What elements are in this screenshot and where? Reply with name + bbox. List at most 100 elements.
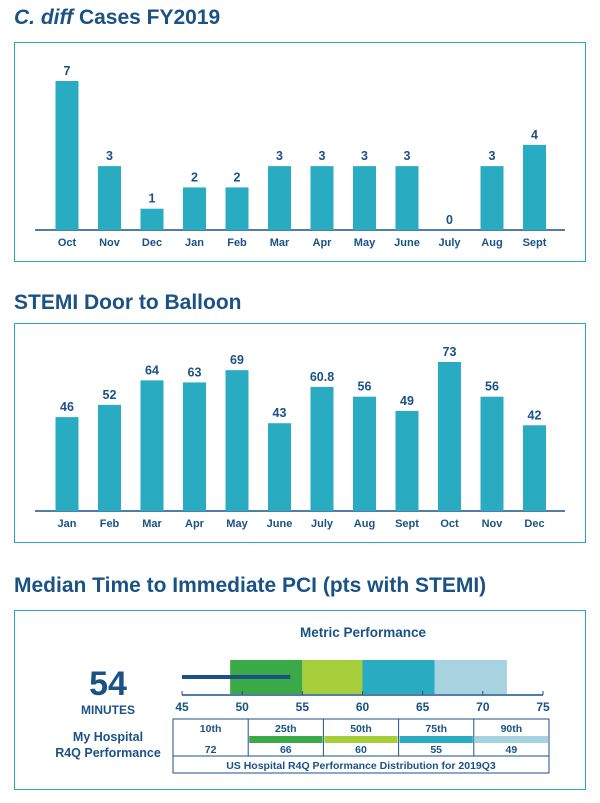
cdiff-title-rest: Cases FY2019 (73, 6, 221, 29)
cdiff-bar (140, 208, 164, 230)
cdiff-category-label: Dec (142, 237, 162, 249)
stemi-title: STEMI Door to Balloon (14, 291, 242, 314)
performance-band (362, 660, 435, 694)
pci-big-value: 54 (89, 665, 127, 703)
cdiff-category-label: Apr (313, 237, 333, 249)
performance-band (302, 660, 363, 694)
percentile-color-swatch (324, 736, 398, 743)
percentile-header: 75th (425, 723, 447, 735)
stemi-bar (55, 417, 79, 511)
stemi-category-label: Dec (524, 518, 544, 530)
stemi-value-label: 46 (60, 400, 74, 414)
pci-perf-label-line2: R4Q Performance (55, 746, 161, 760)
stemi-bar (353, 396, 376, 511)
metric-tick-label: 60 (356, 700, 370, 714)
cdiff-category-label: Aug (481, 237, 502, 249)
stemi-category-label: Apr (185, 518, 205, 530)
percentile-value: 60 (355, 744, 367, 756)
cdiff-category-label: Sept (523, 237, 547, 249)
stemi-category-label: July (311, 518, 334, 530)
cdiff-bar (310, 166, 334, 230)
pci-unit: MINUTES (81, 703, 135, 717)
percentile-header: 50th (350, 723, 372, 735)
metric-tick-label: 50 (235, 700, 249, 714)
pci-panel: 54 MINUTES My Hospital R4Q Performance M… (14, 610, 586, 790)
cdiff-bar (523, 144, 546, 230)
stemi-value-label: 56 (358, 380, 372, 394)
cdiff-value-label: 3 (361, 149, 368, 163)
cdiff-value-label: 3 (276, 149, 283, 163)
cdiff-value-label: 0 (446, 213, 453, 227)
cdiff-bar (268, 166, 291, 230)
cdiff-chart-panel: 7 Oct 3 Nov 1 Dec 2 Jan 2 Feb 3 Mar 3 Apr 3 May 3 June 0 Ju… (14, 42, 586, 262)
percentile-header: 25th (275, 723, 297, 735)
cdiff-category-label: May (354, 237, 376, 249)
cdiff-value-label: 7 (64, 64, 71, 78)
stemi-bar (438, 362, 461, 511)
percentile-value: 72 (205, 744, 217, 756)
cdiff-value-label: 1 (149, 192, 156, 206)
percentile-header: 90th (501, 723, 523, 735)
stemi-bar-chart: 46 Jan 52 Feb 64 Mar 63 Apr 69 May 43 June 60.8 July 5… (35, 345, 565, 530)
stemi-value-label: 43 (273, 406, 287, 420)
stemi-value-label: 52 (103, 388, 117, 402)
percentile-table-border (172, 718, 550, 774)
stemi-bar (523, 425, 546, 511)
stemi-bar (98, 404, 121, 511)
stemi-category-label: Aug (354, 518, 375, 530)
metric-tick-label: 55 (296, 700, 310, 714)
metric-performance-title: Metric Performance (299, 625, 427, 640)
metric-performance-chart: 45 50 55 60 65 70 75 10th 72 25th 66 50th 60 75th 55 90… (172, 660, 550, 774)
stemi-category-label: Sept (395, 518, 419, 530)
cdiff-value-label: 2 (191, 170, 198, 184)
percentile-color-swatch (474, 736, 548, 743)
stemi-category-label: Mar (142, 518, 162, 530)
stemi-value-label: 73 (443, 345, 457, 359)
stemi-value-label: 63 (188, 365, 202, 379)
cdiff-bar-chart: 7 Oct 3 Nov 1 Dec 2 Jan 2 Feb 3 Mar 3 Apr 3 May 3 June 0 Ju… (35, 64, 565, 249)
stemi-category-label: Jan (58, 518, 77, 530)
pci-performance-label: My Hospital R4Q Performance (27, 729, 189, 761)
stemi-bar (140, 380, 164, 511)
cdiff-value-label: 3 (106, 149, 113, 163)
stemi-bar (268, 423, 291, 511)
cdiff-category-label: Feb (227, 237, 247, 249)
pci-title: Median Time to Immediate PCI (pts with S… (14, 574, 487, 597)
cdiff-category-label: June (394, 237, 420, 249)
performance-band (434, 660, 507, 694)
percentile-value: 66 (280, 744, 292, 756)
cdiff-value-label: 3 (489, 149, 496, 163)
stemi-bar (310, 386, 334, 511)
cdiff-value-label: 3 (319, 149, 326, 163)
percentile-color-swatch (399, 736, 473, 743)
percentile-value: 49 (506, 744, 518, 756)
cdiff-category-label: Nov (99, 237, 121, 249)
stemi-value-label: 64 (145, 363, 159, 377)
stemi-value-label: 49 (400, 394, 414, 408)
cdiff-bar (480, 166, 504, 230)
cdiff-category-label: Jan (185, 237, 204, 249)
metric-tick-label: 45 (175, 700, 189, 714)
stemi-category-label: Nov (482, 518, 504, 530)
percentile-value: 55 (430, 744, 442, 756)
percentile-color-swatch (249, 736, 323, 743)
stemi-category-label: Oct (440, 518, 459, 530)
cdiff-bar (98, 166, 121, 230)
stemi-value-label: 56 (485, 380, 499, 394)
stemi-category-label: Feb (100, 518, 120, 530)
metric-tick-label: 65 (416, 700, 430, 714)
stemi-bar (395, 410, 419, 511)
cdiff-bar (225, 187, 249, 230)
cdiff-value-label: 3 (404, 149, 411, 163)
cdiff-category-label: Mar (270, 237, 290, 249)
cdiff-bar (183, 187, 206, 230)
metric-tick-label: 75 (536, 700, 550, 714)
stemi-category-label: May (226, 518, 248, 530)
cdiff-value-label: 2 (234, 170, 241, 184)
stemi-value-label: 69 (230, 353, 244, 367)
stemi-bar (183, 382, 206, 511)
stemi-value-label: 60.8 (310, 370, 334, 384)
cdiff-category-label: July (438, 237, 461, 249)
stemi-bar (225, 370, 249, 511)
cdiff-bar (55, 81, 79, 230)
